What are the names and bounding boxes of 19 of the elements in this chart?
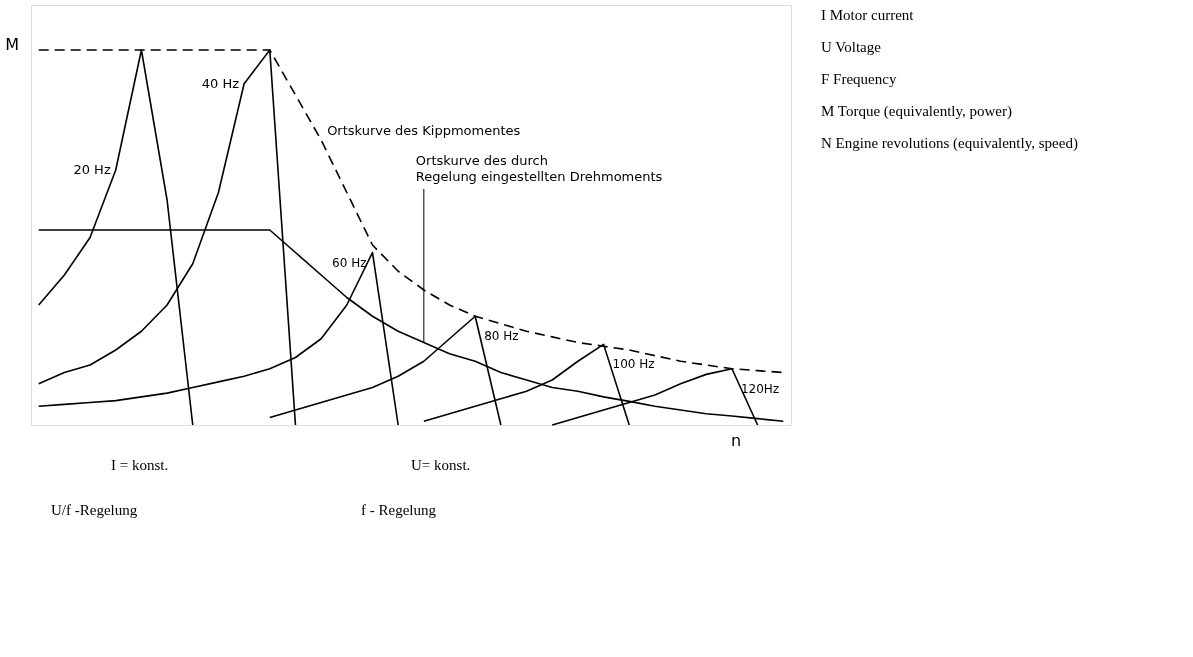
x-axis-title: n <box>731 431 742 450</box>
text: I = konst. <box>111 457 169 473</box>
series-label: 80 Hz <box>484 329 519 344</box>
series-label: 120Hz <box>740 381 780 396</box>
series-label: 40 Hz <box>201 75 240 91</box>
series-label: 20 Hz <box>73 162 111 177</box>
text: I Motor current <box>821 7 915 23</box>
text: U/f -Regelung <box>51 502 138 518</box>
text: N Engine revolutions (equivalently, speed) <box>821 135 1078 152</box>
text: U= konst. <box>411 457 471 473</box>
series-label: Ortskurve des Kippmomentes <box>327 123 521 138</box>
text: f - Regelung <box>361 502 437 518</box>
text: M Torque (equivalently, power) <box>821 103 1012 120</box>
series-label: 60 Hz <box>332 255 367 270</box>
text: F Frequency <box>821 71 897 87</box>
text: Ortskurve des durch Regelung eingestellten Drehmoments <box>415 153 663 184</box>
text: U Voltage <box>821 39 882 55</box>
series-label: 100 Hz <box>612 357 655 372</box>
y-axis-title: M <box>5 35 19 54</box>
